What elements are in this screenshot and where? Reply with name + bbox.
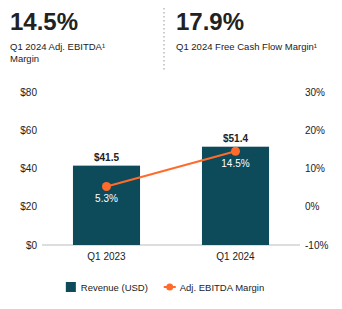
point-label: 5.3% bbox=[95, 193, 118, 204]
legend: Revenue (USD) Adj. EBITDA Margin bbox=[66, 282, 264, 293]
y2-tick-label: 0% bbox=[305, 201, 320, 212]
x-tick-label: Q1 2024 bbox=[216, 251, 255, 262]
point-label: 14.5% bbox=[221, 158, 249, 169]
header-value: 17.9% bbox=[176, 8, 244, 35]
header: 14.5% Q1 2024 Adj. EBITDA¹Margin 17.9% Q1 2… bbox=[10, 8, 317, 70]
bar bbox=[202, 147, 269, 245]
y-tick-label: $20 bbox=[20, 201, 37, 212]
header-caption: Q1 2024 Adj. EBITDA¹ bbox=[10, 41, 105, 52]
y-tick-label: $60 bbox=[20, 125, 37, 136]
y2-tick-label: 10% bbox=[305, 163, 325, 174]
y2-tick-label: 20% bbox=[305, 125, 325, 136]
legend-label: Adj. EBITDA Margin bbox=[180, 282, 264, 293]
line-point bbox=[102, 182, 111, 191]
header-caption: Margin bbox=[10, 53, 39, 64]
x-tick-label: Q1 2023 bbox=[87, 251, 126, 262]
line-point bbox=[231, 147, 240, 156]
header-divider bbox=[164, 8, 165, 70]
y-tick-label: $80 bbox=[20, 87, 37, 98]
chart: 14.5% Q1 2024 Adj. EBITDA¹Margin 17.9% Q1 2… bbox=[0, 0, 342, 309]
legend-swatch bbox=[66, 282, 76, 292]
legend-label: Revenue (USD) bbox=[81, 282, 148, 293]
bar bbox=[73, 166, 140, 245]
axes: $0 $20 $40 $60 $80 -10% 0% 10% 20% 30% Q1 2023 Q1 2… bbox=[20, 87, 328, 263]
header-caption: Q1 2024 Free Cash Flow Margin¹ bbox=[176, 41, 317, 52]
data-labels: $41.5 $51.4 5.3% 14.5% bbox=[94, 133, 250, 205]
y-tick-label: $0 bbox=[26, 240, 38, 251]
y2-tick-label: -10% bbox=[305, 240, 328, 251]
marks bbox=[73, 147, 269, 245]
line bbox=[107, 151, 236, 186]
y2-tick-label: 30% bbox=[305, 87, 325, 98]
bar-label: $41.5 bbox=[94, 152, 119, 163]
bar-label: $51.4 bbox=[223, 133, 248, 144]
y-tick-label: $40 bbox=[20, 163, 37, 174]
header-value: 14.5% bbox=[10, 8, 78, 35]
legend-swatch bbox=[166, 284, 173, 291]
